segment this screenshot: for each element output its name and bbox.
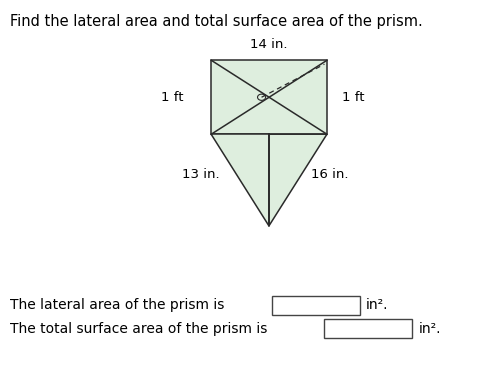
Text: 13 in.: 13 in.: [183, 168, 220, 180]
Text: 1 ft: 1 ft: [342, 91, 365, 104]
FancyBboxPatch shape: [272, 296, 360, 315]
FancyBboxPatch shape: [324, 319, 412, 338]
Text: Find the lateral area and total surface area of the prism.: Find the lateral area and total surface …: [10, 14, 423, 29]
Polygon shape: [211, 60, 327, 134]
Polygon shape: [269, 134, 327, 226]
Text: The lateral area of the prism is: The lateral area of the prism is: [10, 298, 224, 312]
Text: 16 in.: 16 in.: [310, 168, 348, 180]
Text: in².: in².: [418, 322, 441, 336]
Text: 1 ft: 1 ft: [161, 91, 184, 104]
Text: The total surface area of the prism is: The total surface area of the prism is: [10, 322, 268, 336]
Polygon shape: [211, 134, 269, 226]
Text: in².: in².: [366, 298, 388, 312]
Text: 14 in.: 14 in.: [250, 38, 288, 51]
